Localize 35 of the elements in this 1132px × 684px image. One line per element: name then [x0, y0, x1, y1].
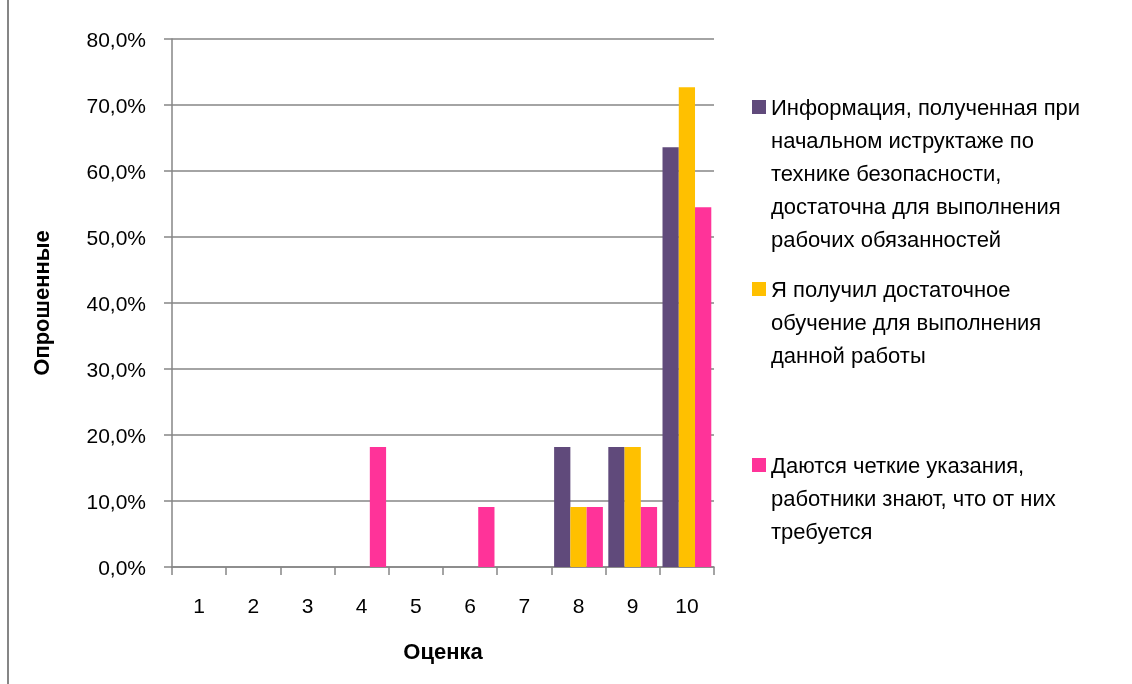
bar [678, 87, 696, 567]
bar [369, 446, 387, 567]
bar [586, 506, 603, 567]
y-tick-label: 70,0% [86, 93, 146, 117]
x-tick-label: 6 [464, 594, 476, 617]
y-tick-label: 10,0% [86, 489, 146, 513]
bar [640, 506, 658, 567]
y-tick-label: 60,0% [86, 159, 146, 183]
y-tick-label: 20,0% [86, 423, 146, 447]
bar [554, 446, 571, 567]
x-tick-label: 8 [572, 594, 585, 617]
y-tick-label: 50,0% [86, 225, 146, 249]
x-tick-label: 7 [518, 594, 531, 617]
y-tick-label: 30,0% [86, 357, 146, 381]
y-tick-label: 40,0% [86, 291, 146, 315]
x-axis-title: Оценка [403, 638, 484, 664]
legend-label: Я получил достаточное обучение для выполнения данной работы [771, 276, 1042, 368]
bar [695, 207, 712, 567]
x-tick-label: 9 [626, 594, 639, 617]
x-tick-label: 3 [301, 594, 314, 617]
bar [662, 147, 679, 567]
y-tick-label: 80,0% [86, 27, 146, 51]
x-tick-label: 1 [193, 594, 205, 617]
bar [570, 506, 587, 567]
x-tick-label: 10 [675, 594, 699, 617]
y-axis-title: Опрошенные [28, 230, 54, 376]
x-tick-label: 5 [410, 594, 422, 617]
bar [624, 446, 641, 567]
x-tick-label: 2 [247, 594, 260, 617]
legend-label: Информация, полученная при начальном иструктаже по технике безопасности, достаточна для выполнения рабочих обязанностей [771, 94, 1081, 252]
y-tick-label: 0,0% [98, 555, 146, 579]
legend-label: Даются четкие указания, работники знают, что от них требуется [771, 452, 1056, 544]
bar [478, 506, 495, 567]
x-tick-label: 4 [355, 594, 368, 617]
bar [608, 446, 625, 567]
